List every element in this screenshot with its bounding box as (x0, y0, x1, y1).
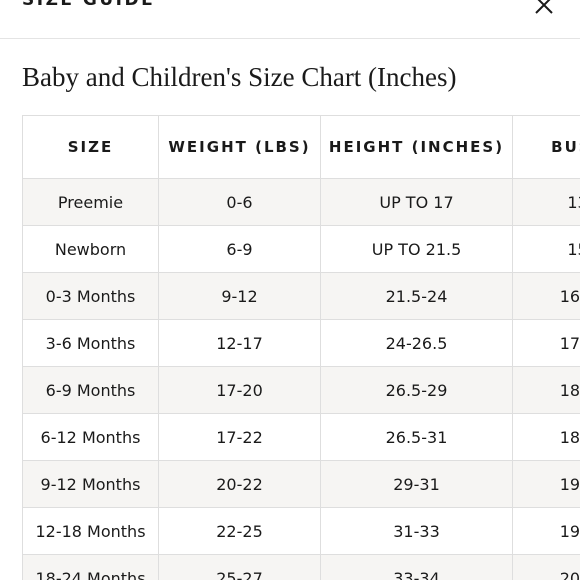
table-cell: 9-12 (158, 272, 321, 320)
column-header: SIZE (22, 115, 159, 179)
close-button[interactable] (533, 0, 555, 16)
table-cell: 33-34 (320, 554, 513, 580)
table-cell: 15 (512, 225, 580, 273)
table-cell: 26.5-31 (320, 413, 513, 461)
table-cell: 19.5 (512, 507, 580, 555)
table-cell: 17-20 (158, 366, 321, 414)
table-cell: 6-12 Months (22, 413, 159, 461)
modal-title: SIZE GUIDE (22, 0, 156, 10)
chart-title: Baby and Children's Size Chart (Inches) (22, 62, 457, 92)
table-cell: 6-9 Months (22, 366, 159, 414)
table-cell: 12-18 Months (22, 507, 159, 555)
column-header: BUST (512, 115, 580, 179)
table-cell: 20.5 (512, 554, 580, 580)
table-cell: 25-27 (158, 554, 321, 580)
column-header: WEIGHT (LBS) (158, 115, 321, 179)
table-cell: 18.5 (512, 366, 580, 414)
table-cell: 0-6 (158, 178, 321, 226)
table-cell: 0-3 Months (22, 272, 159, 320)
modal-header: SIZE GUIDE (0, 0, 580, 39)
table-cell: 18.5 (512, 413, 580, 461)
table-cell: 6-9 (158, 225, 321, 273)
table-cell: 31-33 (320, 507, 513, 555)
table-cell: 29-31 (320, 460, 513, 508)
table-cell: 17.5 (512, 319, 580, 367)
table-cell: 3-6 Months (22, 319, 159, 367)
column-header: HEIGHT (INCHES) (320, 115, 513, 179)
table-cell: UP TO 21.5 (320, 225, 513, 273)
table-cell: 12-17 (158, 319, 321, 367)
table-cell: Newborn (22, 225, 159, 273)
table-cell: 21.5-24 (320, 272, 513, 320)
table-cell: 24-26.5 (320, 319, 513, 367)
table-cell: 18-24 Months (22, 554, 159, 580)
table-cell: 19.5 (512, 460, 580, 508)
table-cell: UP TO 17 (320, 178, 513, 226)
table-cell: 22-25 (158, 507, 321, 555)
table-cell: 13 (512, 178, 580, 226)
table-cell: Preemie (22, 178, 159, 226)
table-cell: 17-22 (158, 413, 321, 461)
table-cell: 16.5 (512, 272, 580, 320)
table-cell: 9-12 Months (22, 460, 159, 508)
table-cell: 26.5-29 (320, 366, 513, 414)
table-cell: 20-22 (158, 460, 321, 508)
